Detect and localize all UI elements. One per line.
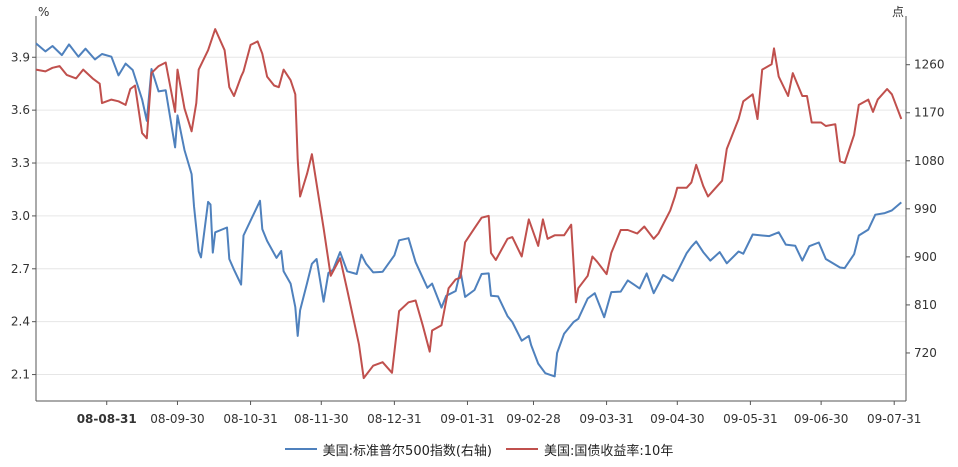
legend-item-sp500: 美国:标准普尔500指数(右轴) bbox=[284, 440, 493, 459]
x-axis-tick-label: 08-10-31 bbox=[223, 412, 277, 426]
right-axis-tick-label: 720 bbox=[914, 346, 937, 360]
right-axis-unit: 点 bbox=[892, 5, 904, 19]
series-layer bbox=[35, 28, 903, 380]
x-axis-tick-label: 09-03-31 bbox=[579, 412, 633, 426]
axes bbox=[32, 16, 910, 405]
series-line-sp500 bbox=[35, 42, 902, 378]
grid-lines bbox=[36, 56, 906, 376]
left-axis-tick-label: 3.6 bbox=[11, 103, 30, 117]
legend-swatch-treasury-10y bbox=[506, 448, 539, 450]
right-axis-tick-label: 900 bbox=[914, 250, 937, 264]
right-axis-tick-label: 1080 bbox=[914, 154, 945, 168]
x-axis-tick-label: 09-05-31 bbox=[723, 412, 777, 426]
left-axis-tick-label: 3.3 bbox=[11, 156, 30, 170]
x-axis-tick-label: 08-08-31 bbox=[77, 412, 137, 426]
left-axis-tick-label: 2.4 bbox=[11, 315, 30, 329]
legend-item-treasury-10y: 美国:国债收益率:10年 bbox=[506, 440, 673, 459]
x-axis-tick-label: 09-07-31 bbox=[867, 412, 921, 426]
right-axis-tick-label: 1170 bbox=[914, 106, 945, 120]
left-axis-tick-label: 2.1 bbox=[11, 368, 30, 382]
right-axis-tick-label: 810 bbox=[914, 298, 937, 312]
right-axis-tick-label: 990 bbox=[914, 202, 937, 216]
x-axis-tick-label: 08-09-30 bbox=[150, 412, 204, 426]
x-axis-tick-label: 09-04-30 bbox=[650, 412, 704, 426]
tick-labels: 2.1 2.4 2.7 3.0 3.3 3.6 3.9 720 810 900 990 1080 117… bbox=[11, 5, 945, 426]
left-axis-tick-label: 3.0 bbox=[11, 209, 30, 223]
x-axis-tick-label: 08-12-31 bbox=[367, 412, 421, 426]
legend-label-treasury-10y: 美国:国债收益率:10年 bbox=[544, 443, 674, 459]
x-axis-tick-label: 09-01-31 bbox=[440, 412, 494, 426]
legend-swatch-sp500 bbox=[284, 448, 317, 450]
series-line-treasury-10y bbox=[35, 28, 903, 380]
legend: 美国:标准普尔500指数(右轴) 美国:国债收益率:10年 bbox=[0, 436, 958, 462]
legend-label-sp500: 美国:标准普尔500指数(右轴) bbox=[322, 443, 493, 459]
x-axis-tick-label: 08-11-30 bbox=[294, 412, 348, 426]
left-axis-tick-label: 2.7 bbox=[11, 262, 30, 276]
left-axis-tick-label: 3.9 bbox=[11, 50, 30, 64]
left-axis-unit: % bbox=[38, 5, 49, 19]
x-axis-tick-label: 09-06-30 bbox=[794, 412, 848, 426]
right-axis-tick-label: 1260 bbox=[914, 58, 945, 72]
x-axis-tick-label: 09-02-28 bbox=[506, 412, 560, 426]
